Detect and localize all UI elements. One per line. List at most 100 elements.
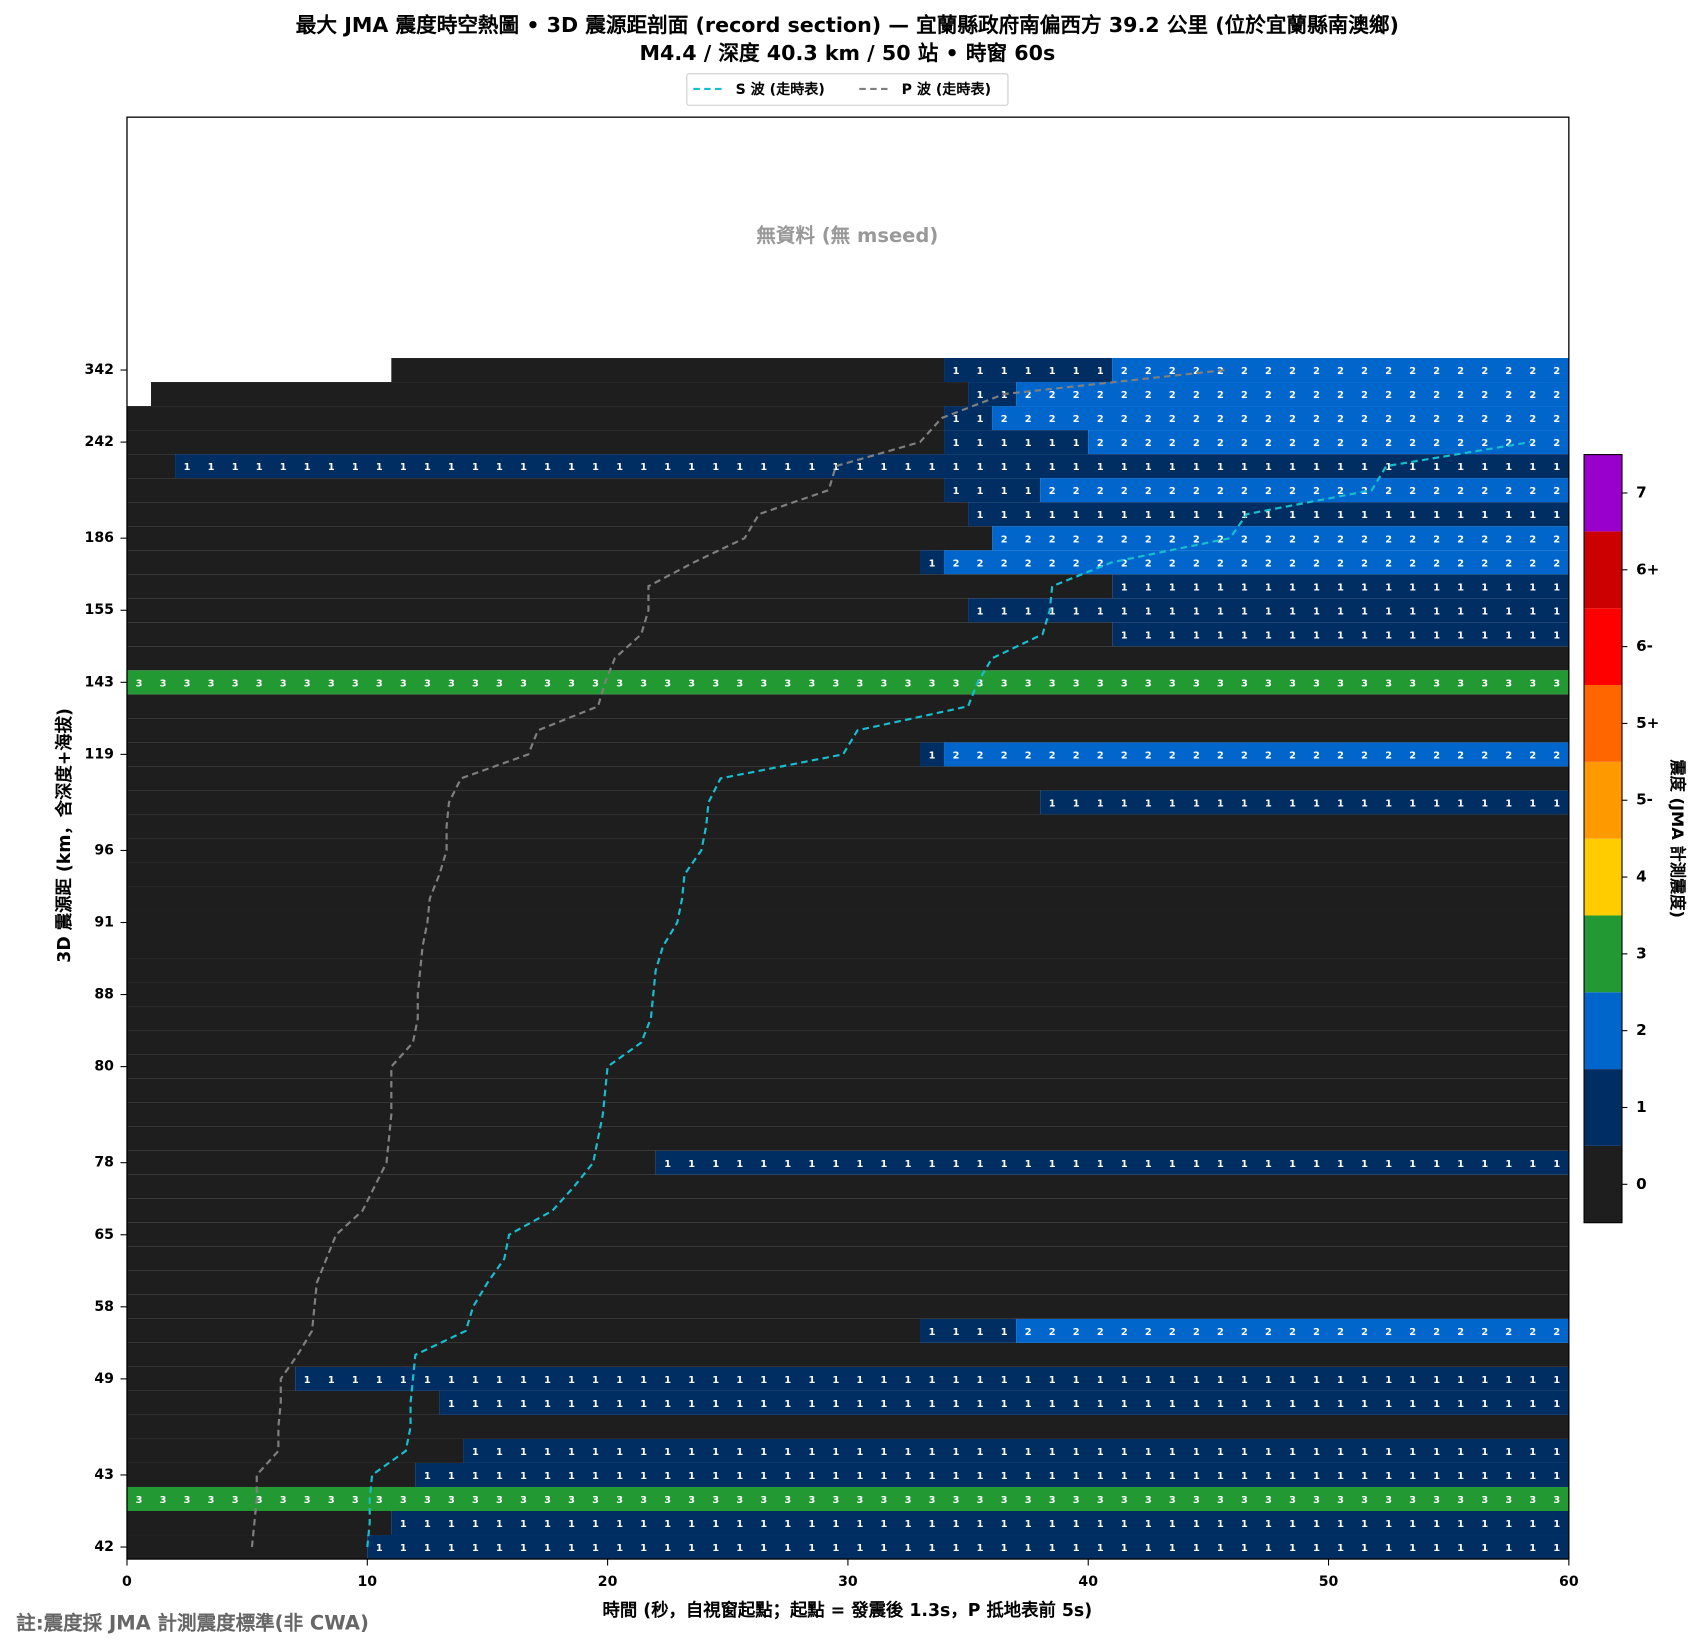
cell-label: 1 (1505, 1159, 1512, 1170)
cell-label: 1 (1217, 630, 1224, 641)
cell-label: 3 (520, 1495, 527, 1506)
cell-label: 1 (1217, 1447, 1224, 1458)
cell-label: 2 (1169, 558, 1176, 569)
cell-label: 1 (640, 1519, 647, 1530)
cell-label: 3 (1313, 678, 1320, 689)
heat-cell (415, 1462, 1569, 1487)
cell-label: 1 (232, 462, 239, 473)
cell-label: 3 (953, 678, 960, 689)
cell-label: 1 (1025, 1471, 1032, 1482)
cell-label: 1 (1217, 1543, 1224, 1554)
cell-label: 2 (1337, 438, 1344, 449)
cell-label: 1 (544, 1519, 551, 1530)
x-tick-label: 0 (122, 1574, 132, 1590)
cell-label: 2 (1529, 750, 1536, 761)
cell-label: 2 (1433, 558, 1440, 569)
cell-label: 1 (712, 1159, 719, 1170)
heat-cell (126, 1318, 921, 1343)
cell-label: 1 (688, 1159, 695, 1170)
cell-label: 1 (1361, 1519, 1368, 1530)
cell-label: 1 (1361, 606, 1368, 617)
cell-label: 2 (1121, 414, 1128, 425)
cell-label: 1 (1121, 630, 1128, 641)
colorbar-swatch (1584, 454, 1623, 532)
cell-label: 1 (760, 1471, 767, 1482)
cell-label: 2 (953, 750, 960, 761)
cell-label: 1 (784, 462, 791, 473)
cell-label: 2 (1073, 390, 1080, 401)
cell-label: 1 (1121, 1519, 1128, 1530)
cell-label: 1 (1529, 1399, 1536, 1410)
cell-label: 1 (1457, 462, 1464, 473)
cell-label: 1 (1289, 1519, 1296, 1530)
cell-label: 2 (1145, 366, 1152, 377)
cell-label: 1 (881, 1447, 888, 1458)
cell-label: 1 (496, 462, 503, 473)
cell-label: 3 (616, 678, 623, 689)
cell-label: 1 (1265, 510, 1272, 521)
cell-label: 3 (400, 678, 407, 689)
heat-cell (391, 1510, 1569, 1536)
colorbar-tick-label: 5- (1636, 791, 1653, 809)
cell-label: 1 (664, 462, 671, 473)
cell-label: 3 (304, 678, 311, 689)
colorbar-swatch (1584, 915, 1623, 993)
cell-label: 1 (1193, 1519, 1200, 1530)
cell-label: 2 (1481, 750, 1488, 761)
y-tick-label: 42 (94, 1539, 114, 1555)
cell-label: 2 (1313, 414, 1320, 425)
cell-label: 1 (736, 1375, 743, 1386)
cell-label: 1 (977, 1543, 984, 1554)
cell-label: 1 (544, 1471, 551, 1482)
cell-label: 1 (1001, 366, 1008, 377)
travel-time-line (366, 441, 1531, 1548)
cell-label: 2 (1505, 438, 1512, 449)
cell-label: 1 (1313, 462, 1320, 473)
cell-label: 3 (1409, 678, 1416, 689)
cell-label: 1 (1169, 1447, 1176, 1458)
cell-label: 1 (544, 1399, 551, 1410)
cell-label: 1 (736, 1471, 743, 1482)
colorbar-frame (1583, 454, 1623, 1224)
cell-label: 1 (520, 1375, 527, 1386)
heat-cell (126, 1246, 1569, 1271)
cell-label: 1 (977, 606, 984, 617)
cell-label: 2 (1409, 486, 1416, 497)
cell-label: 2 (1313, 390, 1320, 401)
cell-label: 1 (1025, 1399, 1032, 1410)
cell-label: 2 (1193, 534, 1200, 545)
x-tick-label: 30 (838, 1574, 858, 1590)
cell-label: 3 (1097, 678, 1104, 689)
cell-label: 1 (1073, 1543, 1080, 1554)
cell-label: 2 (1313, 558, 1320, 569)
cell-label: 2 (1169, 390, 1176, 401)
cell-label: 1 (881, 1159, 888, 1170)
cell-label: 1 (1025, 1519, 1032, 1530)
cell-label: 3 (833, 1495, 840, 1506)
cell-label: 1 (1529, 1471, 1536, 1482)
cell-label: 1 (1481, 1375, 1488, 1386)
cell-label: 1 (1457, 1159, 1464, 1170)
cell-label: 2 (1289, 750, 1296, 761)
cell-label: 1 (1457, 1447, 1464, 1458)
heat-cell (1016, 382, 1569, 407)
cell-label: 1 (881, 1375, 888, 1386)
cell-label: 2 (1529, 438, 1536, 449)
cell-label: 2 (1001, 750, 1008, 761)
cell-label: 3 (808, 678, 815, 689)
heat-cell (126, 838, 1569, 863)
heat-cell (944, 358, 1113, 383)
cell-label: 3 (1049, 678, 1056, 689)
cell-label: 2 (1145, 750, 1152, 761)
cell-label: 1 (833, 1519, 840, 1530)
cell-label: 3 (472, 1495, 479, 1506)
cell-label: 3 (1409, 1495, 1416, 1506)
cell-label: 3 (688, 1495, 695, 1506)
cell-label: 3 (424, 678, 431, 689)
cell-label: 1 (1313, 1375, 1320, 1386)
cell-label: 1 (664, 1447, 671, 1458)
cell-label: 2 (1073, 534, 1080, 545)
cell-label: 1 (1097, 1543, 1104, 1554)
cell-label: 3 (136, 1495, 143, 1506)
cell-label: 1 (784, 1375, 791, 1386)
